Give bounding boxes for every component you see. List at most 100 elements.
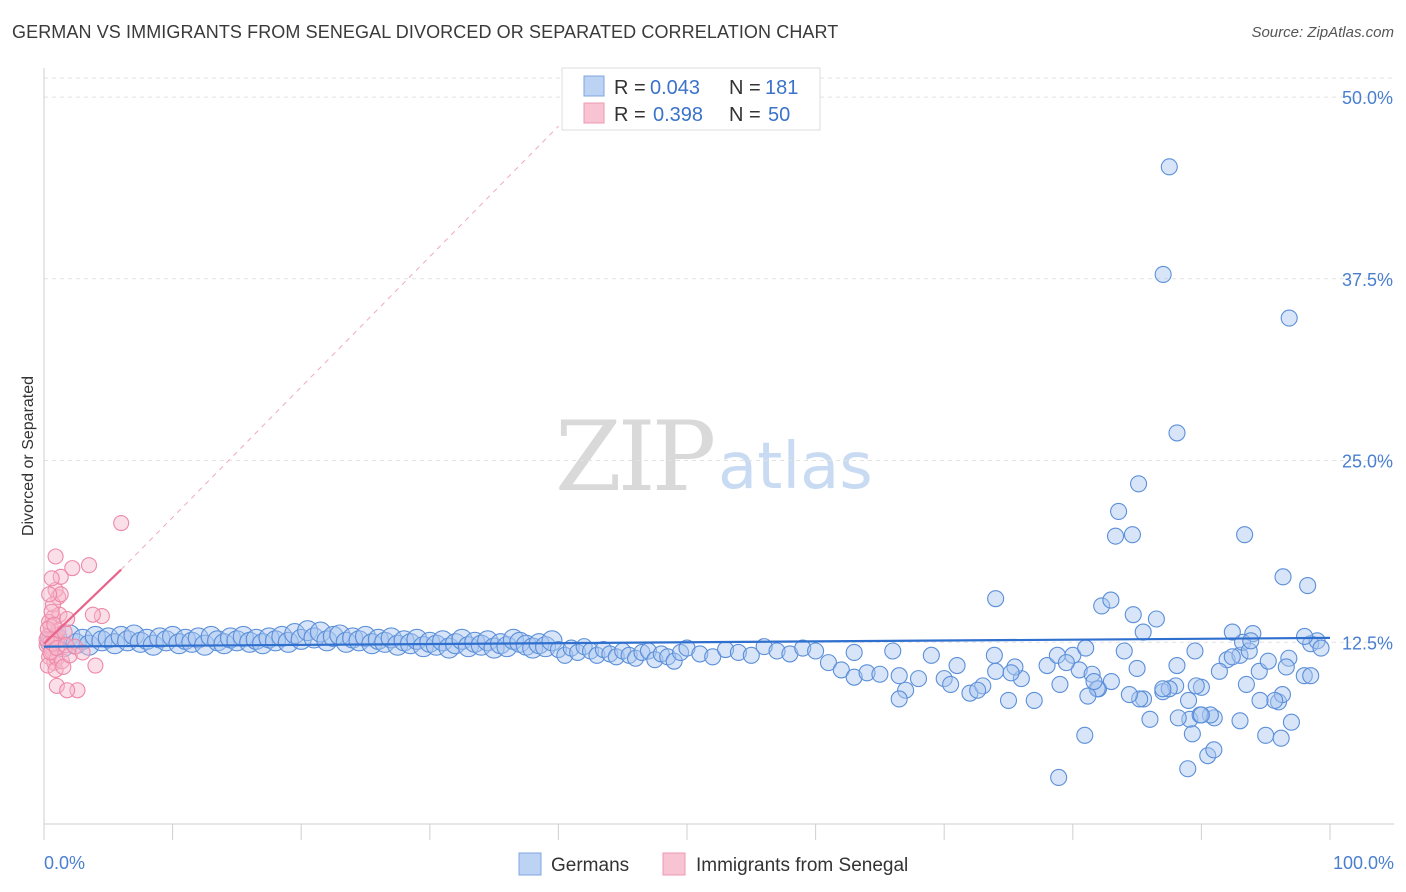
german-point-196 — [1102, 591, 1120, 609]
legend-n-label-german: N = — [729, 77, 761, 99]
german-point-213 — [1251, 691, 1269, 709]
german-point-202 — [1154, 265, 1172, 283]
german-point-91 — [627, 649, 645, 667]
german-point-197 — [1106, 527, 1125, 545]
german-point-27 — [213, 633, 235, 655]
legend-bottom-label-german: Germans — [551, 855, 629, 876]
german-trend-line — [43, 636, 1331, 648]
german-point-109 — [807, 642, 825, 660]
y-tick-label-1: 25.0% — [1342, 452, 1393, 472]
axes — [43, 68, 1394, 825]
german-point-187 — [1154, 680, 1172, 698]
german-point-106 — [768, 642, 786, 660]
german-point-110 — [819, 654, 838, 672]
german-point-201 — [1134, 623, 1152, 641]
german-point-203 — [1160, 158, 1178, 176]
senegal-point-42 — [113, 515, 130, 532]
german-point-140 — [1179, 691, 1198, 709]
german-point-210 — [1231, 712, 1249, 730]
senegal-point-28 — [52, 586, 69, 603]
german-point-175 — [1169, 709, 1187, 727]
german-point-94 — [646, 651, 664, 669]
legend-n-value-senegal: 50 — [768, 104, 790, 126]
senegal-point-34 — [61, 647, 78, 664]
senegal-point-47 — [41, 586, 58, 603]
german-point-158 — [1160, 680, 1178, 698]
senegal-point-39 — [80, 557, 98, 574]
german-point-148 — [1282, 713, 1300, 731]
german-point-161 — [1048, 646, 1066, 664]
german-point-79 — [549, 640, 567, 659]
german-point-164 — [1168, 656, 1186, 675]
german-point-126 — [1025, 691, 1043, 709]
legend-bottom-swatch-senegal — [662, 852, 686, 876]
german-point-193 — [1079, 687, 1097, 705]
german-point-130 — [1070, 661, 1088, 679]
german-point-119 — [935, 670, 953, 688]
german-point-208 — [1205, 741, 1223, 759]
german-point-163 — [1131, 690, 1149, 708]
german-point-115 — [884, 642, 902, 660]
source-credit: Source: ZipAtlas.com — [1251, 24, 1394, 41]
german-point-168 — [1210, 662, 1228, 680]
german-point-167 — [1201, 706, 1219, 724]
german-point-33 — [252, 633, 274, 655]
german-point-44 — [322, 625, 344, 648]
senegal-point-48 — [43, 570, 60, 587]
german-point-211 — [1236, 526, 1254, 544]
legend-swatch-senegal — [583, 102, 605, 124]
german-point-112 — [845, 668, 863, 686]
german-point-134 — [1115, 642, 1133, 660]
german-point-188 — [1192, 706, 1210, 724]
german-point-129 — [1064, 646, 1082, 664]
german-point-178 — [1237, 675, 1255, 693]
senegal-trend-extension — [120, 125, 559, 570]
german-point-101 — [704, 648, 722, 666]
german-point-41 — [303, 627, 325, 649]
legend-swatch-german — [583, 75, 605, 97]
german-point-216 — [1296, 627, 1314, 646]
german-point-111 — [832, 661, 850, 679]
german-point-214 — [1274, 568, 1292, 586]
german-point-179 — [1266, 691, 1284, 709]
german-point-120 — [948, 656, 966, 675]
german-point-127 — [1038, 656, 1056, 675]
german-point-80 — [556, 646, 574, 664]
german-point-166 — [1187, 677, 1205, 695]
legend-r-label-senegal: R = — [614, 104, 646, 126]
german-point-186 — [1120, 686, 1138, 704]
legend-n-label-senegal: N = — [729, 104, 761, 126]
german-point-100 — [691, 645, 709, 663]
german-point-85 — [588, 646, 606, 664]
y-tick-label-0: 12.5% — [1342, 633, 1393, 653]
senegal-point-49 — [84, 606, 101, 623]
german-point-183 — [1002, 664, 1020, 682]
german-point-78 — [541, 630, 563, 652]
watermark-zip: ZIP — [555, 401, 714, 513]
x-tick-label-min: 0.0% — [44, 853, 85, 873]
german-point-97 — [665, 652, 683, 670]
senegal-point-45 — [47, 548, 64, 565]
german-point-206 — [1183, 725, 1201, 743]
german-point-153 — [890, 667, 908, 685]
german-point-37 — [277, 631, 299, 653]
legend-bottom: Germans Immigrants from Senegal — [518, 852, 908, 876]
german-point-171 — [1259, 652, 1277, 670]
senegal-point-35 — [64, 560, 81, 577]
german-point-190 — [987, 590, 1005, 608]
german-point-162 — [1124, 606, 1142, 624]
german-point-205 — [1179, 760, 1197, 778]
german-point-174 — [1312, 639, 1330, 657]
german-point-181 — [890, 690, 908, 708]
legend-bottom-label-senegal: Immigrants from Senegal — [696, 855, 908, 876]
senegal-point-33 — [59, 610, 76, 628]
y-tick-label-2: 37.5% — [1342, 270, 1393, 290]
german-point-131 — [1077, 639, 1095, 657]
senegal-point-38 — [74, 644, 91, 661]
german-point-154 — [942, 675, 960, 693]
german-point-92 — [633, 643, 651, 661]
german-point-104 — [742, 646, 760, 664]
german-point-152 — [845, 643, 863, 661]
german-point-195 — [1093, 597, 1111, 615]
german-point-180 — [1277, 658, 1295, 676]
